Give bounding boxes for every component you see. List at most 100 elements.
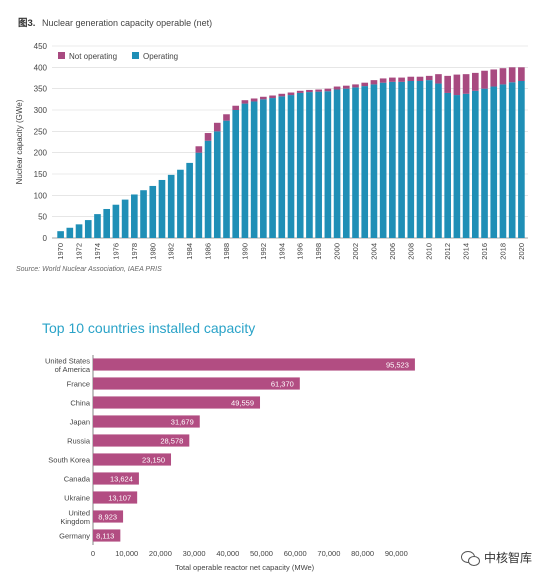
bar-operating-1994 — [278, 96, 286, 238]
bar-not-operating-1999 — [324, 88, 332, 92]
country-label: Japan — [70, 418, 90, 427]
bar-not-operating-2020 — [518, 67, 525, 81]
bar-operating-1997 — [306, 92, 313, 238]
bar-operating-1983 — [177, 169, 184, 238]
bar-value-label-9: 8,113 — [96, 532, 114, 541]
bar-operating-2003 — [361, 86, 369, 239]
bar-not-operating-2004 — [370, 80, 378, 85]
chart2-xtick-label: 80,000 — [351, 549, 374, 558]
chart1-xtick-label: 2014 — [462, 243, 471, 260]
bar-operating-1987 — [213, 131, 221, 238]
bar-not-operating-2001 — [342, 85, 350, 89]
bar-country-6 — [93, 472, 139, 485]
chart1-xtick-label: 1982 — [167, 243, 176, 260]
chart1-xtick-label: 2012 — [443, 243, 452, 260]
country-label: South Korea — [48, 456, 91, 465]
bar-not-operating-2015 — [471, 72, 479, 91]
bar-value-label-4: 28,578 — [160, 437, 183, 446]
country-label: Canada — [64, 475, 91, 484]
bar-not-operating-1997 — [306, 89, 313, 93]
bar-value-label-3: 31,679 — [171, 418, 194, 427]
country-label: Kingdom — [60, 517, 90, 526]
bar-operating-2006 — [389, 81, 396, 238]
bar-not-operating-2016 — [481, 70, 488, 89]
chart1-ytick-label: 450 — [34, 42, 48, 51]
chart1-xtick-label: 1974 — [93, 243, 102, 260]
country-label: of America — [55, 365, 91, 374]
bar-operating-1977 — [121, 199, 129, 238]
chart1-xtick-label: 1984 — [185, 243, 194, 260]
bar-not-operating-2009 — [416, 76, 424, 81]
chart2-xtick-label: 40,000 — [216, 549, 239, 558]
bar-operating-1988 — [223, 120, 230, 238]
bar-operating-1980 — [149, 185, 157, 238]
bar-operating-1974 — [94, 214, 101, 238]
bar-operating-1991 — [250, 101, 258, 238]
chart1-xtick-label: 1994 — [277, 243, 286, 260]
chart1-xtick-label: 1986 — [204, 243, 213, 260]
country-label: Russia — [67, 437, 91, 446]
bar-not-operating-2006 — [389, 77, 396, 82]
bar-operating-1973 — [84, 220, 92, 238]
chart1-xtick-label: 1970 — [56, 243, 65, 260]
chart2-xtick-label: 10,000 — [115, 549, 138, 558]
watermark-text: 中核智库 — [484, 550, 532, 565]
bar-not-operating-1990 — [241, 100, 249, 104]
bar-operating-2001 — [342, 88, 350, 239]
bar-operating-1993 — [269, 98, 276, 238]
country-label: France — [67, 380, 90, 389]
bar-operating-1992 — [260, 99, 267, 238]
chart1-xtick-label: 1992 — [259, 243, 268, 260]
bar-operating-1985 — [195, 152, 203, 238]
chart1-xtick-label: 1980 — [148, 243, 157, 260]
chart1-xtick-label: 2006 — [388, 243, 397, 260]
bar-country-0 — [93, 358, 415, 371]
chart1-xtick-label: 2018 — [498, 243, 507, 260]
country-label: United — [68, 508, 90, 517]
bar-operating-2008 — [407, 80, 415, 238]
bar-operating-1978 — [131, 194, 138, 238]
bar-not-operating-1988 — [223, 114, 230, 121]
bar-value-label-0: 95,523 — [386, 361, 409, 370]
chart2-title: Top 10 countries installed capacity — [42, 320, 255, 336]
bar-country-5 — [93, 453, 172, 466]
chart2-xtick-label: 30,000 — [183, 549, 206, 558]
bar-country-4 — [93, 434, 190, 447]
bar-operating-2005 — [379, 82, 387, 239]
bar-country-8 — [93, 510, 124, 523]
bar-not-operating-1996 — [296, 90, 304, 93]
chart1-xtick-label: 2004 — [369, 243, 378, 260]
figure-label: 图3. — [18, 18, 35, 29]
chart1-xtick-label: 1990 — [240, 243, 249, 260]
chart1-ytick-label: 300 — [34, 106, 48, 115]
chart1-source-note: Source: World Nuclear Association, IAEA … — [16, 266, 162, 273]
country-label: Ukraine — [64, 494, 90, 503]
bar-not-operating-2005 — [379, 78, 387, 83]
bar-operating-1979 — [140, 190, 147, 238]
bar-not-operating-1993 — [269, 95, 276, 99]
bar-not-operating-2019 — [508, 67, 516, 83]
bar-country-2 — [93, 396, 261, 409]
chart2-xtick-label: 60,000 — [284, 549, 307, 558]
bar-value-label-5: 23,150 — [142, 456, 165, 465]
bar-operating-1970 — [57, 231, 64, 238]
bar-not-operating-1985 — [195, 146, 203, 153]
bar-not-operating-1998 — [315, 89, 322, 92]
chart1-ytick-label: 250 — [34, 127, 48, 136]
bar-operating-1999 — [324, 91, 332, 238]
chart1-xtick-label: 2000 — [333, 243, 342, 260]
chart2-xtick-label: 90,000 — [385, 549, 408, 558]
bar-operating-1989 — [232, 110, 240, 238]
bar-value-label-2: 49,559 — [231, 399, 254, 408]
bar-operating-2009 — [416, 80, 424, 238]
chart1-title: Nuclear generation capacity operable (ne… — [42, 18, 212, 28]
chart1-xtick-label: 1976 — [111, 243, 120, 260]
bar-operating-2011 — [435, 83, 442, 239]
bar-value-label-8: 8,923 — [98, 513, 117, 522]
bar-operating-1982 — [167, 174, 175, 238]
chart1-ytick-label: 200 — [34, 149, 48, 158]
chart2-xtick-label: 20,000 — [149, 549, 172, 558]
bar-operating-2004 — [370, 84, 378, 239]
